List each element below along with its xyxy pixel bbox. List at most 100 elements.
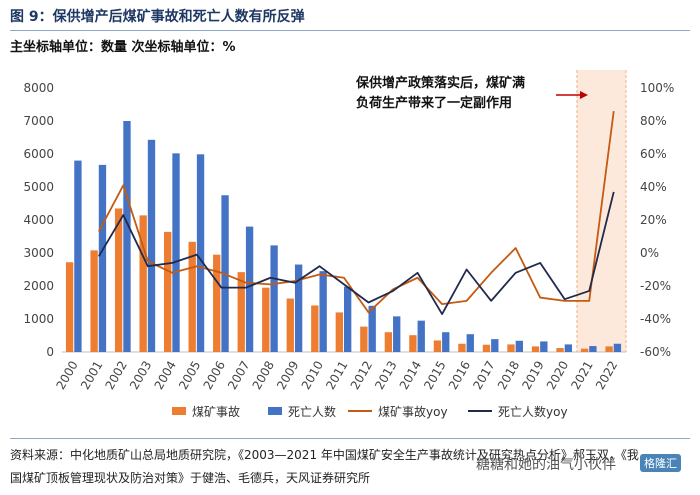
bar-deaths — [147, 139, 156, 352]
y-right-tick-label: 40% — [640, 180, 667, 194]
y-right-tick-label: -60% — [640, 345, 671, 359]
x-tick-label: 2003 — [127, 359, 154, 392]
x-tick-label: 2022 — [593, 359, 620, 392]
bar-accidents — [360, 326, 368, 352]
y-left-tick-label: 6000 — [23, 147, 54, 161]
chart-subtitle: 主坐标轴单位：数量 次坐标轴单位：% — [10, 40, 236, 55]
x-tick-label: 2020 — [544, 359, 571, 392]
x-tick-label: 2018 — [495, 359, 522, 392]
bar-accidents — [139, 215, 147, 352]
watermark-logo: 格隆汇 — [640, 454, 681, 472]
bar-deaths — [245, 226, 254, 352]
bar-accidents — [458, 343, 466, 352]
bar-deaths — [98, 164, 107, 352]
bar-deaths — [74, 160, 82, 352]
y-right-tick-label: 100% — [640, 81, 674, 95]
legend-swatch — [172, 407, 186, 415]
bar-accidents — [311, 305, 319, 352]
x-tick-label: 2017 — [470, 359, 497, 392]
y-left-tick-label: 7000 — [23, 114, 54, 128]
bar-accidents — [164, 231, 172, 352]
y-left-tick-label: 3000 — [23, 246, 54, 260]
bar-accidents — [286, 298, 294, 352]
line-accidents-yoy — [97, 110, 615, 314]
bar-accidents — [507, 344, 515, 352]
bar-deaths — [344, 286, 352, 352]
source-line-2: 国煤矿顶板管理现状及防治对策》于健浩、毛德兵，天风证券研究所 — [10, 471, 371, 485]
bar-deaths — [540, 341, 548, 352]
x-tick-label: 2021 — [568, 359, 595, 392]
y-left-tick-label: 2000 — [23, 279, 54, 293]
bar-deaths — [270, 245, 278, 352]
y-left-tick-label: 5000 — [23, 180, 54, 194]
y-right-tick-label: 0% — [640, 246, 659, 260]
bar-deaths — [393, 316, 401, 352]
bar-accidents — [213, 254, 221, 352]
bar-accidents — [556, 348, 564, 352]
x-tick-label: 2001 — [78, 359, 105, 392]
watermark-text: 糖糖和她的油气小伙伴 — [476, 457, 616, 473]
y-left-tick-label: 8000 — [23, 81, 54, 95]
bar-deaths — [196, 154, 205, 352]
x-tick-label: 2013 — [372, 359, 399, 392]
bar-accidents — [90, 250, 98, 352]
legend-label: 死亡人数yoy — [498, 404, 568, 419]
bar-accidents — [482, 344, 491, 352]
annotation-line-2: 负荷生产带来了一定副作用 — [356, 95, 512, 111]
bar-deaths — [417, 320, 425, 352]
bar-deaths — [491, 339, 499, 352]
x-tick-label: 2016 — [446, 359, 473, 392]
bar-accidents — [65, 262, 74, 352]
source-line-1: 资料来源：中化地质矿山总局地质研究院，《2003—2021 年中国煤矿安全生产事… — [10, 448, 639, 462]
x-tick-label: 2006 — [201, 359, 228, 392]
bar-deaths — [564, 344, 573, 352]
bar-accidents — [605, 346, 613, 352]
x-tick-label: 2019 — [519, 359, 546, 392]
x-tick-label: 2009 — [274, 359, 301, 392]
page-title: 图 9：保供增产后煤矿事故和死亡人数有所反弹 — [10, 9, 305, 25]
x-tick-label: 2011 — [323, 359, 350, 392]
bar-accidents — [580, 348, 589, 352]
x-tick-label: 2007 — [225, 359, 252, 392]
bar-accidents — [384, 332, 393, 352]
y-left-tick-label: 0 — [46, 345, 54, 359]
bar-deaths — [466, 334, 474, 352]
x-tick-label: 2004 — [152, 359, 179, 392]
title-rule — [10, 30, 690, 31]
y-right-tick-label: -40% — [640, 312, 671, 326]
bar-accidents — [237, 272, 245, 352]
x-tick-label: 2012 — [348, 359, 375, 392]
bar-accidents — [531, 346, 540, 352]
x-tick-label: 2015 — [421, 359, 448, 392]
y-left-tick-label: 1000 — [23, 312, 54, 326]
legend-swatch — [268, 407, 282, 415]
y-left-tick-label: 4000 — [23, 213, 54, 227]
legend-label: 死亡人数 — [288, 404, 336, 419]
bar-deaths — [123, 121, 131, 352]
bar-accidents — [114, 208, 123, 352]
bar-deaths — [442, 332, 450, 352]
line-deaths-yoy — [98, 191, 615, 315]
x-tick-label: 2014 — [397, 359, 424, 392]
footer-rule — [10, 438, 690, 439]
x-tick-label: 2000 — [53, 359, 80, 392]
legend-label: 煤矿事故 — [192, 404, 240, 419]
bar-accidents — [335, 312, 343, 352]
bar-deaths — [294, 264, 303, 352]
annotation-line-1: 保供增产政策落实后，煤矿满 — [355, 75, 525, 91]
bar-deaths — [319, 271, 327, 352]
bar-deaths — [172, 153, 180, 352]
bar-accidents — [188, 241, 196, 352]
bar-accidents — [409, 335, 417, 352]
y-right-tick-label: -20% — [640, 279, 671, 293]
chart: 0 1000 2000 3000 4000 5000 6000 7000 8000 -60% -40… — [23, 70, 674, 419]
x-tick-label: 2002 — [103, 359, 130, 392]
bar-deaths — [515, 340, 523, 352]
y-right-tick-label: 80% — [640, 114, 667, 128]
x-tick-label: 2005 — [176, 359, 203, 392]
bar-deaths — [368, 305, 376, 352]
source-note: 资料来源：中化地质矿山总局地质研究院，《2003—2021 年中国煤矿安全生产事… — [10, 444, 700, 490]
y-right-tick-label: 60% — [640, 147, 667, 161]
annotation-arrow-head — [580, 91, 588, 99]
y-right-tick-label: 20% — [640, 213, 667, 227]
